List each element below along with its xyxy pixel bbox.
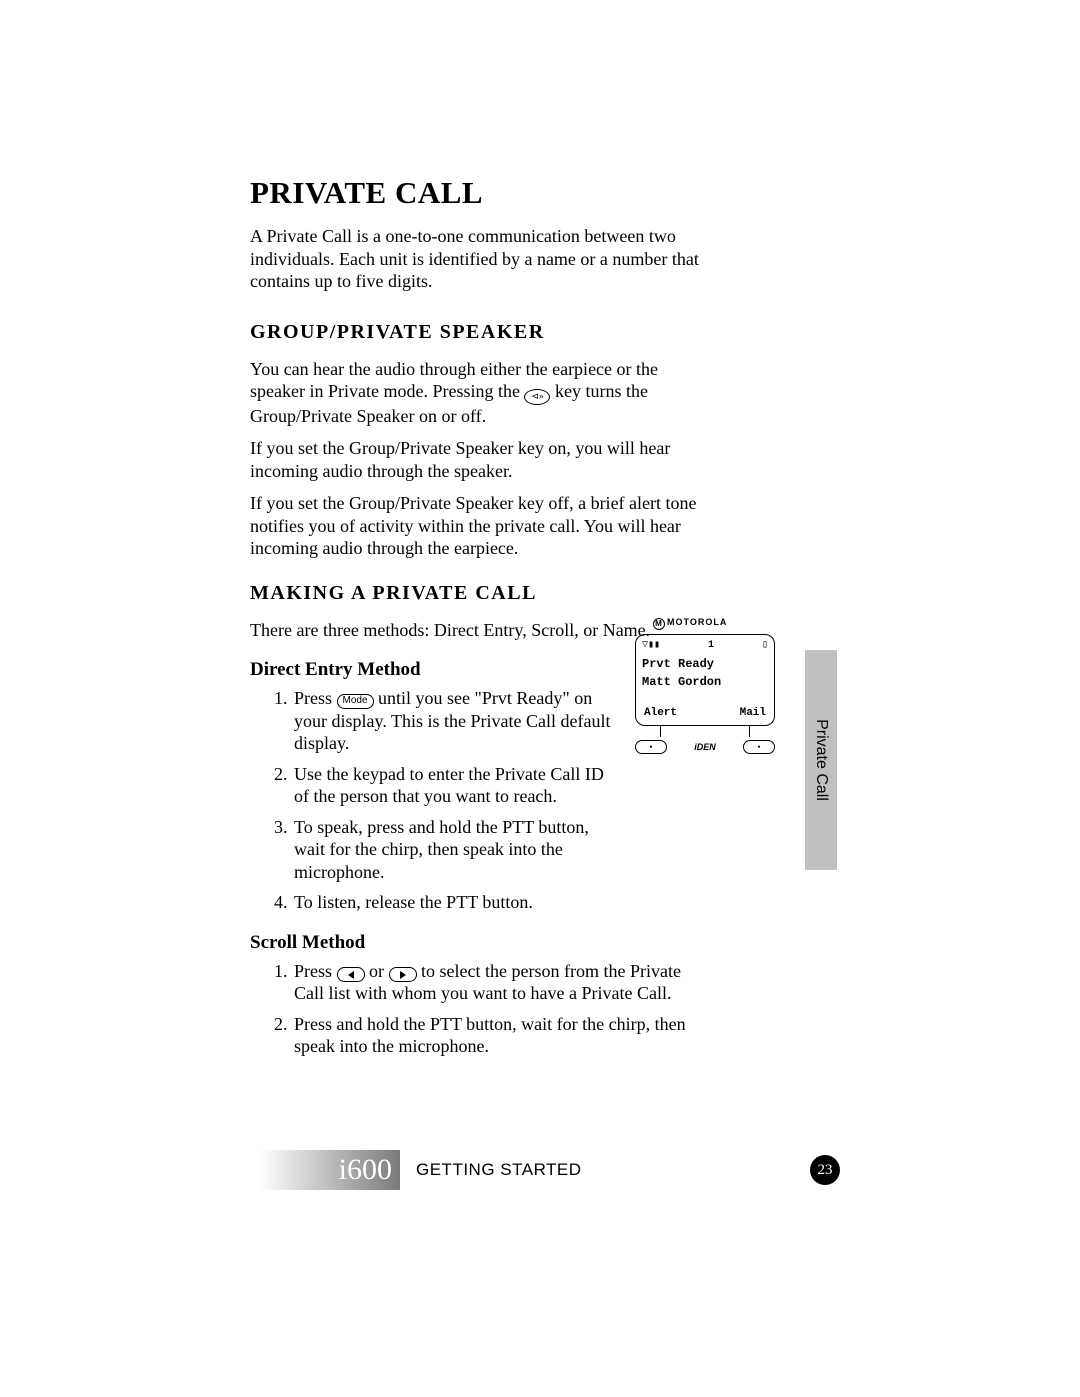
softkey-right-label: Mail [740,707,766,720]
left-arrow-key-icon [337,967,365,982]
status-bar: ▽▮▮ 1 ▯ [642,639,768,653]
screen-line-1: Prvt Ready [642,657,768,671]
direct-entry-steps: Press Mode until you see "Prvt Ready" on… [250,687,620,914]
list-item: Use the keypad to enter the Private Call… [292,763,620,808]
right-arrow-key-icon [389,967,417,982]
list-item: To listen, release the PTT button. [292,891,620,914]
battery-icon: ▯ [762,640,768,652]
text: Press [294,688,337,708]
model-number: i600 [339,1153,392,1187]
softkey-left-label: Alert [644,707,677,720]
speaker-para-3: If you set the Group/Private Speaker key… [250,492,700,560]
mode-key-icon: Mode [337,694,374,709]
section-tab-label: Private Call [812,719,830,801]
section-heading-speaker: GROUP/PRIVATE SPEAKER [250,321,840,344]
stem-line [660,725,661,737]
page-title: PRIVATE CALL [250,175,840,211]
section-heading-making: MAKING A PRIVATE CALL [250,582,840,605]
button-row: • iDEN • [635,740,775,754]
brand-logo: MMOTOROLA [653,617,785,630]
list-item: Press or to select the person from the P… [292,960,700,1005]
softkey-row: Alert Mail [644,707,766,720]
footer-gradient: i600 [260,1150,400,1190]
page-footer: i600 GETTING STARTED 23 [260,1150,840,1190]
section-tab: Private Call [805,650,837,870]
stem-line [749,725,750,737]
iden-label: iDEN [694,742,716,752]
brand-text: MOTOROLA [667,617,727,627]
scroll-method-heading: Scroll Method [250,932,840,954]
signal-icon: ▽▮▮ [642,640,660,652]
text: Press [294,961,337,981]
list-item: Press and hold the PTT button, wait for … [292,1013,700,1058]
soft-button-left: • [635,740,667,754]
intro-paragraph: A Private Call is a one-to-one communica… [250,225,700,293]
phone-display-figure: MMOTOROLA ▽▮▮ 1 ▯ Prvt Ready Matt Gordon… [635,617,785,754]
phone-screen: ▽▮▮ 1 ▯ Prvt Ready Matt Gordon Alert Mai… [635,634,775,726]
screen-line-2: Matt Gordon [642,675,768,689]
soft-button-right: • [743,740,775,754]
list-item: Press Mode until you see "Prvt Ready" on… [292,687,620,755]
making-intro: There are three methods: Direct Entry, S… [250,619,700,642]
page-number: 23 [810,1155,840,1185]
speaker-para-1: You can hear the audio through either th… [250,358,700,428]
speaker-key-icon: ⊲» [524,389,550,405]
speaker-para-2: If you set the Group/Private Speaker key… [250,437,700,482]
text: or [365,961,389,981]
scroll-method-steps: Press or to select the person from the P… [250,960,700,1058]
list-item: To speak, press and hold the PTT button,… [292,816,620,884]
status-number: 1 [708,640,714,652]
motorola-icon: M [653,618,665,630]
chapter-title: GETTING STARTED [416,1160,582,1180]
